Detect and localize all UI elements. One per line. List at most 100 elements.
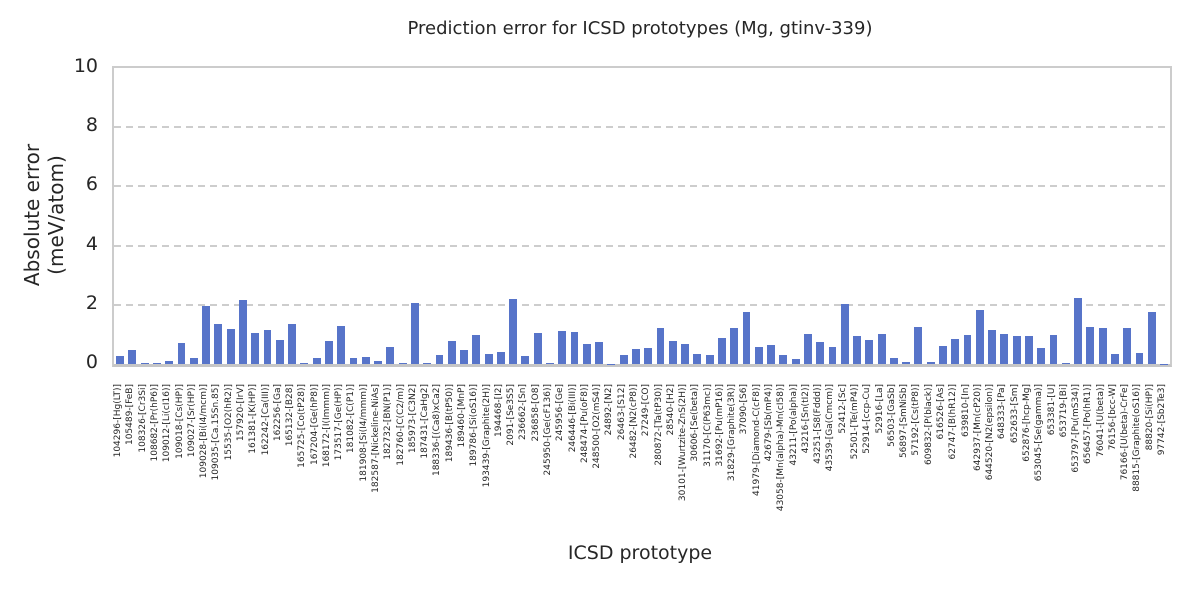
x-tick-label: 236858-[O8] [530, 384, 541, 442]
bar-52914-[ccp-Cu] [865, 340, 874, 364]
x-tick: 56897-[SmNiSb] [898, 384, 910, 458]
bar-157920-[IrV] [239, 299, 247, 364]
bar-109028-[Bi(I4/mcm)] [202, 306, 211, 364]
x-tick: 162242-[Ca(III)] [259, 384, 271, 455]
bar-248500-[O2(mS4)] [595, 342, 604, 364]
x-tick-label: 109028-[Bi(I4/mcm)] [199, 384, 210, 479]
x-tick-label: 245950-[Ge(cF136)] [542, 384, 553, 476]
bar-167204-[Ge(hP8)] [312, 358, 321, 364]
bar-609832-[P(black)] [926, 362, 935, 364]
bar-slot [1146, 68, 1158, 364]
x-tick: 181082-[C(P1)] [345, 384, 357, 453]
x-axis-ticks: 104296-[Hg(LT)] 105489-[FeB] 108326-[Cr3Si… [112, 384, 1168, 529]
x-tick-label: 182732-[BN(P1)] [383, 384, 394, 460]
x-tick: 173517-[Ge(HP)] [333, 384, 345, 460]
bar-652876-[hcp-Mg] [1025, 335, 1033, 364]
x-tick: 189786-[Si(oS16)] [468, 384, 480, 467]
x-tick-label: 31692-[Pu(mP16)] [714, 384, 725, 467]
bar-31692-[Pu(mP16)] [717, 337, 726, 364]
x-tick: 109028-[Bi(I4/mcm)] [198, 384, 210, 478]
bar-648333-[Pa] [1000, 333, 1009, 364]
x-tick-label: 27249-[CO] [641, 384, 652, 437]
bar-194468-[I2] [496, 352, 505, 364]
x-tick-label: 653719-[Bi] [1058, 384, 1069, 438]
bar-52916-[La] [877, 333, 886, 364]
x-tick: 30101-[Wurtzite-ZnS(2H)] [677, 384, 689, 501]
x-tick: 109012-[Li(cI16)] [161, 384, 173, 462]
bar-41979-[Diamond-C(cF8)] [754, 346, 763, 364]
bar-76041-[U(beta)] [1098, 328, 1107, 364]
x-tick-label: 42679-[Sb(mP4)] [764, 384, 775, 462]
x-tick-label: 62747-[B(hR12)] [948, 384, 959, 460]
bar-slot [311, 68, 323, 364]
x-tick-label: 181082-[C(P1)] [346, 384, 357, 454]
x-tick: 43058-[Mn(alpha)-Mn(cI58)] [775, 384, 787, 511]
x-tick: 182732-[BN(P1)] [382, 384, 394, 460]
bar-slot [274, 68, 286, 364]
x-tick: 236858-[O8] [530, 384, 542, 441]
bar-slot [482, 68, 494, 364]
x-tick-label: 181908-[Si(I4/mmm)] [358, 384, 369, 482]
x-tick-label: 43058-[Mn(alpha)-Mn(cI58)] [776, 384, 787, 512]
bar-slot [286, 68, 298, 364]
x-tick: 108326-[Cr3Si] [137, 384, 149, 453]
bar-76156-[bcc-W] [1110, 353, 1119, 364]
bar-76166-[U(beta)-CrFe] [1123, 328, 1132, 364]
bar-slot [593, 68, 605, 364]
bar-slot [691, 68, 703, 364]
x-tick-label: 168172-[I(Immm)] [321, 384, 332, 468]
x-tick-label: 248474-[Pu(oF8)] [579, 384, 590, 464]
bar-slot [163, 68, 175, 364]
y-tick-2: 2 [85, 291, 98, 314]
x-tick: 616526-[As] [935, 384, 947, 439]
bar-slot [507, 68, 519, 364]
bar-57192-[Cs(tP8)] [914, 327, 923, 364]
bar-43539-[Ga(Cmcm)] [828, 346, 837, 364]
bar-185973-[C3N2] [410, 303, 419, 364]
x-tick: 189460-[MnP] [456, 384, 468, 448]
x-tick: 109027-[Sr(HP)] [186, 384, 198, 457]
bar-slot [1121, 68, 1133, 364]
bar-88820-[Si(HP)] [1147, 311, 1156, 364]
bar-2091-[Se3S5] [509, 298, 518, 364]
bar-slot [126, 68, 138, 364]
x-tick: 26463-[S12] [616, 384, 628, 440]
x-tick: 26482-[N2(cP8)] [628, 384, 640, 458]
x-tick-label: 88820-[Si(HP)] [1144, 384, 1155, 451]
bar-slot [642, 68, 654, 364]
bar-slot [421, 68, 433, 364]
x-tick-label: 30101-[Wurtzite-ZnS(2H)] [678, 384, 689, 502]
x-tick-label: 187431-[CaHg2] [420, 384, 431, 459]
x-tick-label: 639810-[In] [960, 384, 971, 437]
bar-109018-[Cs(HP)] [177, 343, 186, 364]
bar-slot [667, 68, 679, 364]
x-tick-label: 109018-[Cs(HP)] [174, 384, 185, 459]
x-tick-label: 162242-[Ca(III)] [260, 384, 271, 456]
x-tick: 108682-[Pr(hP6)] [149, 384, 161, 461]
bar-slot [372, 68, 384, 364]
bar-slot [1060, 68, 1072, 364]
x-tick-label: 173517-[Ge(HP)] [334, 384, 345, 461]
x-tick: 167204-[Ge(hP8)] [309, 384, 321, 465]
x-tick: 2091-[Se3S5] [505, 384, 517, 446]
x-tick-label: 76156-[bcc-W] [1107, 384, 1118, 451]
x-tick-label: 52501-[Te(mP4)] [850, 384, 861, 460]
x-tick-label: 648333-[Pa] [997, 384, 1008, 440]
x-tick: 15535-[O2(hR2)] [223, 384, 235, 460]
bar-slot [1047, 68, 1059, 364]
x-tick: 27249-[CO] [640, 384, 652, 436]
x-tick: 246446-[Bi(III)] [566, 384, 578, 452]
bar-slot [360, 68, 372, 364]
x-tick: 194468-[I2] [493, 384, 505, 437]
y-tick-4: 4 [85, 232, 98, 255]
x-tick: 248500-[O2(mS4)] [591, 384, 603, 469]
x-tick-label: 109027-[Sr(HP)] [186, 384, 197, 458]
x-tick: 189436-[B(tP50)] [444, 384, 456, 462]
bar-slot [1158, 68, 1170, 364]
bar-series [114, 68, 1170, 364]
x-tick: 76156-[bcc-W] [1107, 384, 1119, 450]
bar-653381-[U] [1049, 335, 1058, 364]
bar-187431-[CaHg2] [423, 363, 432, 364]
bar-slot [925, 68, 937, 364]
